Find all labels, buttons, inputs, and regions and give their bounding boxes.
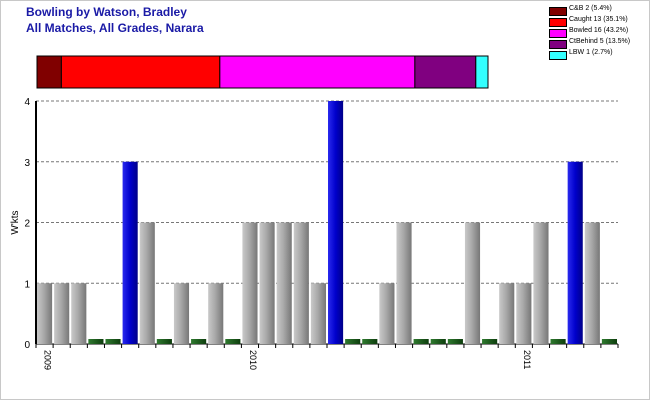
chart-subtitle: All Matches, All Grades, Narara bbox=[26, 21, 204, 35]
bar bbox=[550, 339, 566, 344]
bar bbox=[105, 339, 121, 344]
legend-swatch-caught bbox=[549, 18, 567, 27]
legend-swatch-lbw bbox=[549, 51, 567, 60]
bar bbox=[499, 283, 515, 344]
bar bbox=[208, 283, 224, 344]
y-tick-label: 2 bbox=[24, 219, 30, 230]
bar bbox=[396, 222, 412, 344]
bar bbox=[122, 161, 138, 344]
bar bbox=[601, 339, 617, 344]
bar bbox=[191, 339, 207, 344]
chart-title: Bowling by Watson, Bradley bbox=[26, 5, 187, 19]
legend-swatch-ctbehind bbox=[549, 40, 567, 49]
y-tick-label: 1 bbox=[24, 279, 30, 290]
x-tick-label: 2009 bbox=[43, 350, 53, 370]
bar bbox=[276, 222, 292, 344]
stacked-segment-lbw bbox=[475, 55, 489, 89]
bar bbox=[37, 283, 53, 344]
bar bbox=[242, 222, 258, 344]
bar bbox=[310, 283, 326, 344]
bar bbox=[362, 339, 378, 344]
bar bbox=[464, 222, 481, 344]
legend-label-caught: Caught 13 (35.1%) bbox=[569, 16, 628, 23]
bar bbox=[413, 339, 429, 344]
bar bbox=[584, 222, 600, 344]
y-tick-label: 0 bbox=[24, 340, 30, 351]
bar bbox=[482, 339, 498, 344]
bar bbox=[88, 339, 104, 344]
stacked-segment-cb bbox=[36, 55, 62, 89]
x-tick-label: 2011 bbox=[522, 350, 532, 369]
bar bbox=[533, 222, 549, 344]
bar bbox=[225, 339, 241, 344]
bar bbox=[139, 222, 155, 344]
stacked-segment-bowled bbox=[219, 55, 416, 89]
bar bbox=[54, 283, 70, 344]
bar bbox=[379, 283, 395, 344]
legend-swatch-bowled bbox=[549, 29, 567, 38]
legend-label-cb: C&B 2 (5.4%) bbox=[569, 5, 612, 12]
y-axis-title: W'kts bbox=[10, 210, 21, 234]
y-tick-label: 4 bbox=[24, 97, 30, 108]
bar bbox=[345, 339, 361, 344]
bar bbox=[567, 161, 583, 344]
stacked-segment-caught bbox=[60, 55, 221, 89]
legend-label-ctbehind: CtBehind 5 (13.5%) bbox=[569, 38, 631, 45]
bar bbox=[516, 283, 532, 344]
bar bbox=[173, 283, 190, 344]
stacked-segment-ctbehind bbox=[414, 55, 477, 89]
bar bbox=[447, 339, 463, 344]
x-tick-label: 2010 bbox=[248, 350, 258, 370]
bar bbox=[328, 101, 344, 344]
bar bbox=[430, 339, 446, 344]
legend-swatch-cb bbox=[549, 7, 567, 16]
bar bbox=[259, 222, 275, 344]
legend-label-lbw: LBW 1 (2.7%) bbox=[569, 49, 613, 56]
bar bbox=[71, 283, 87, 344]
bar bbox=[293, 222, 309, 344]
legend-label-bowled: Bowled 16 (43.2%) bbox=[569, 27, 629, 34]
y-tick-label: 3 bbox=[24, 158, 30, 169]
bar bbox=[156, 339, 172, 344]
